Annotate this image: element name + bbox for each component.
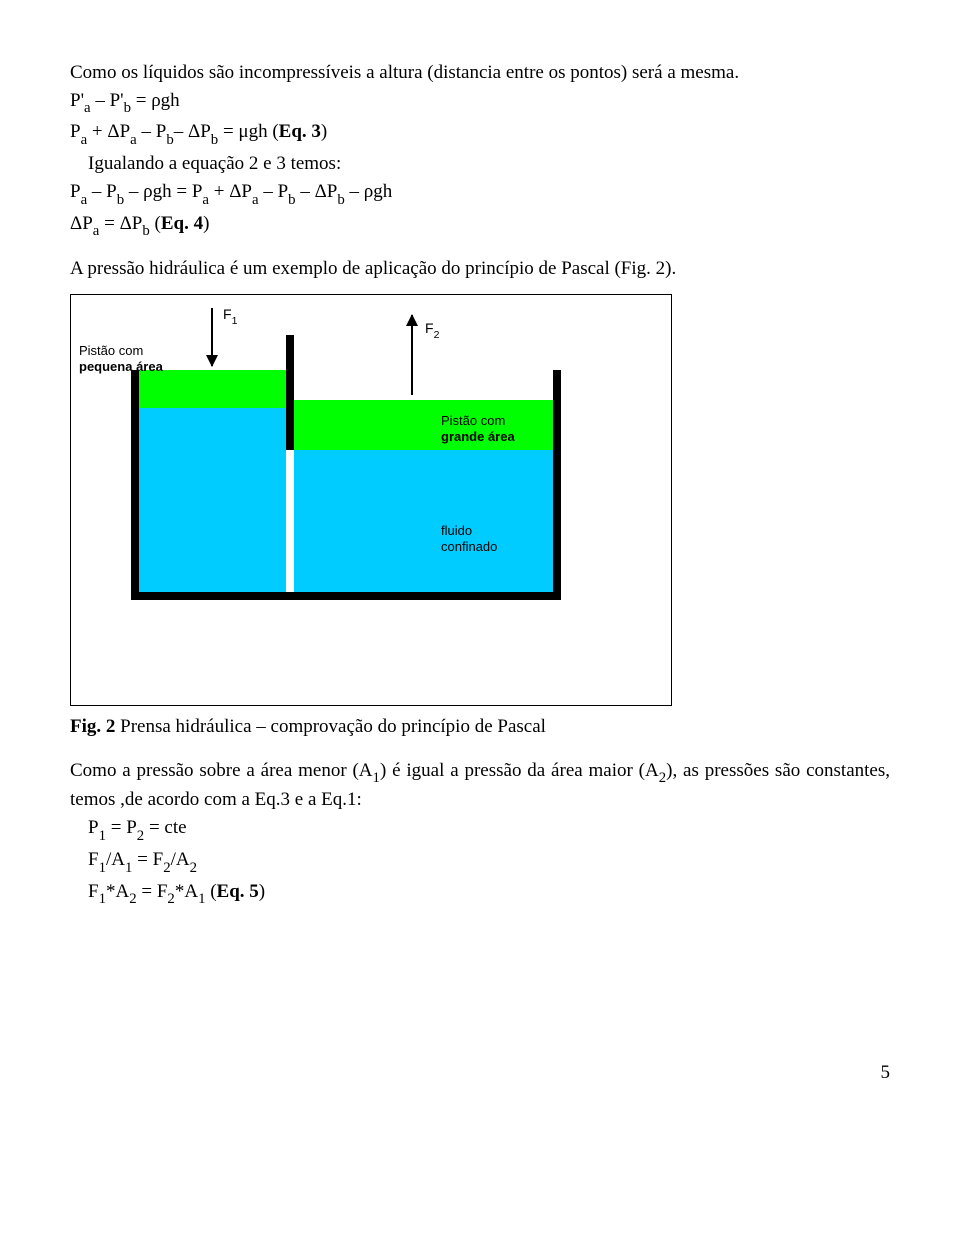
container-wall-right [553, 370, 561, 600]
equation-7: F1*A2 = F2*A1 (Eq. 5) [70, 879, 890, 909]
label-piston-large: Pistão com grande área [441, 413, 515, 444]
label-f2: F2 [425, 320, 439, 340]
equation-4: ΔPa = ΔPb (Eq. 4) [70, 211, 890, 241]
fluid-left [139, 408, 286, 592]
equation-1: P'a – P'b = ρgh [70, 88, 890, 118]
label-piston-small: Pistão com pequena área [79, 343, 163, 374]
paragraph-2: Igualando a equação 2 e 3 temos: [70, 151, 890, 177]
paragraph-4: Como a pressão sobre a área menor (A1) é… [70, 758, 890, 813]
figure-2-frame: F1 F2 Pistão com pequena área Pistão com… [70, 294, 672, 706]
label-fluid: fluido confinado [441, 523, 497, 554]
equation-5: P1 = P2 = cte [70, 815, 890, 845]
figure-2-caption: Fig. 2 Prensa hidráulica – comprovação d… [70, 714, 890, 740]
force-arrow-f2 [411, 315, 413, 395]
container-wall-left [131, 370, 139, 600]
container-wall-bottom [131, 592, 561, 600]
equation-6: F1/A1 = F2/A2 [70, 847, 890, 877]
force-arrow-f1 [211, 308, 213, 366]
paragraph-1: Como os líquidos são incompressíveis a a… [70, 60, 890, 86]
hydraulic-press-diagram: F1 F2 [131, 370, 561, 600]
page-number: 5 [881, 1060, 891, 1086]
label-f1: F1 [223, 306, 237, 326]
equation-3: Pa – Pb – ρgh = Pa + ΔPa – Pb – ΔPb – ρg… [70, 179, 890, 209]
equation-2: Pa + ΔPa – Pb– ΔPb = μgh (Eq. 3) [70, 119, 890, 149]
piston-small [139, 370, 286, 408]
paragraph-3: A pressão hidráulica é um exemplo de apl… [70, 256, 890, 282]
container-divider [286, 335, 294, 450]
fluid-right [294, 450, 553, 592]
